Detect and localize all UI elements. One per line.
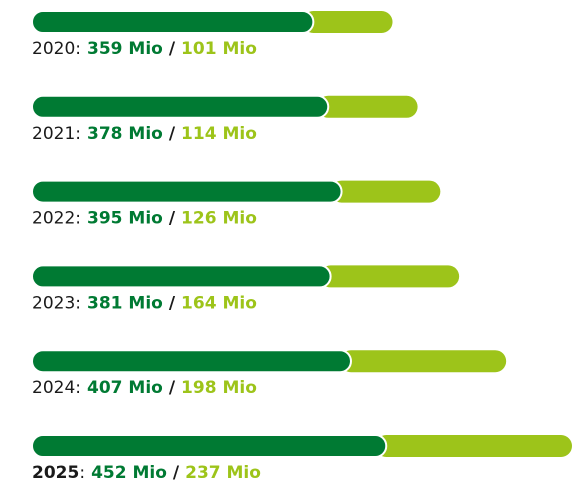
separator: / — [169, 39, 176, 59]
value-label: 359 Mio — [87, 39, 163, 59]
bar-segment — [319, 265, 460, 288]
bar-segment — [31, 434, 388, 458]
bar-segment — [31, 349, 352, 374]
row-label: 2020: 359 Mio /101 Mio — [32, 39, 257, 59]
bar-segment — [302, 11, 393, 33]
row-label: 2024: 407 Mio /198 Mio — [32, 378, 257, 398]
separator: / — [169, 124, 176, 144]
category-label: 2020 — [32, 39, 75, 59]
value-label: 114 Mio — [181, 124, 257, 144]
category-suffix: : — [75, 209, 81, 229]
bar-segment — [317, 95, 418, 118]
category-label: 2024 — [32, 378, 75, 398]
value-label: 164 Mio — [181, 293, 257, 313]
bar-segment — [31, 264, 332, 289]
separator: / — [173, 463, 180, 483]
category-label: 2025 — [32, 463, 79, 483]
category-suffix: : — [79, 463, 85, 483]
value-label: 395 Mio — [87, 209, 163, 229]
bar-segment — [330, 180, 441, 203]
value-label: 452 Mio — [91, 463, 167, 483]
row-label: 2022: 395 Mio /126 Mio — [32, 209, 257, 229]
value-label: 381 Mio — [87, 293, 163, 313]
row-label: 2021: 378 Mio /114 Mio — [32, 124, 257, 144]
category-label: 2022 — [32, 209, 75, 229]
category-suffix: : — [75, 378, 81, 398]
bar-segment — [375, 435, 572, 457]
row-label: 2023: 381 Mio /164 Mio — [32, 293, 257, 313]
separator: / — [169, 209, 176, 229]
bar-segment — [31, 94, 330, 119]
category-label: 2023 — [32, 293, 75, 313]
category-suffix: : — [75, 39, 81, 59]
category-suffix: : — [75, 293, 81, 313]
value-label: 407 Mio — [87, 378, 163, 398]
value-label: 101 Mio — [181, 39, 257, 59]
value-label: 378 Mio — [87, 124, 163, 144]
category-suffix: : — [75, 124, 81, 144]
row-label: 2025: 452 Mio /237 Mio — [32, 463, 261, 483]
bar-segment — [31, 10, 315, 34]
bar-segment — [339, 350, 507, 373]
separator: / — [169, 378, 176, 398]
value-label: 126 Mio — [181, 209, 257, 229]
category-label: 2021 — [32, 124, 75, 144]
separator: / — [169, 293, 176, 313]
bar-segment — [31, 179, 343, 204]
value-label: 198 Mio — [181, 378, 257, 398]
value-label: 237 Mio — [185, 463, 261, 483]
